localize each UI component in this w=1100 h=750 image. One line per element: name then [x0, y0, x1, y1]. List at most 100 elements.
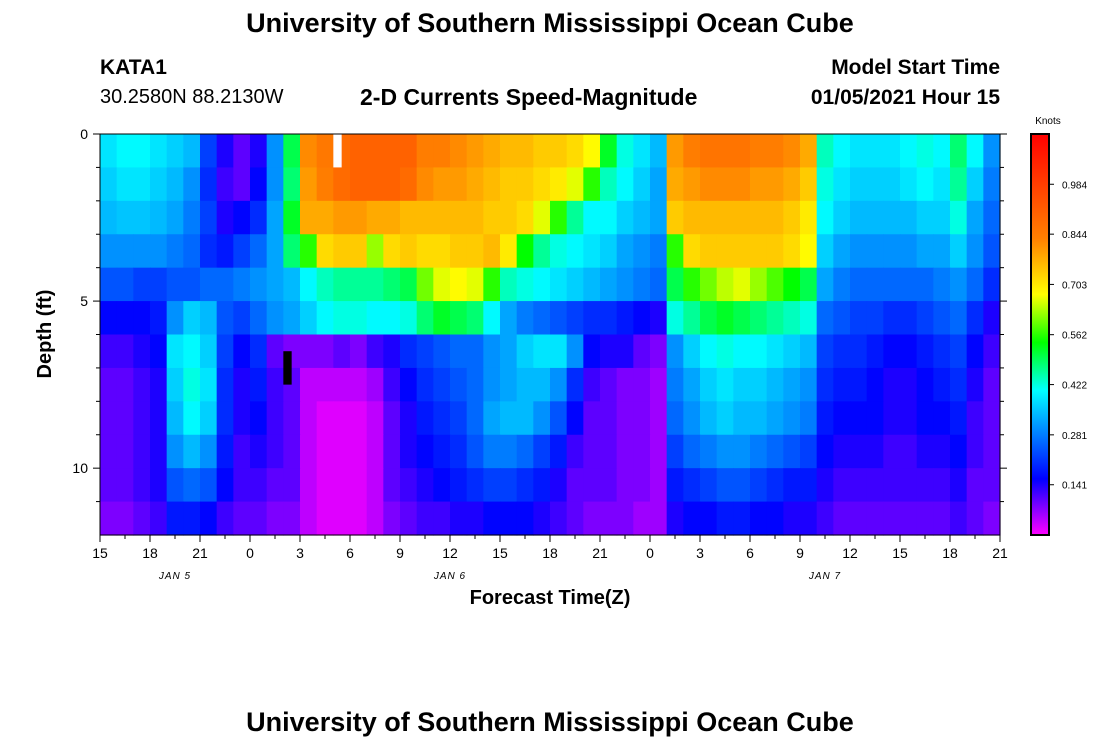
heatmap-cell — [633, 434, 651, 469]
heatmap-cell — [333, 267, 351, 302]
heatmap-cell — [533, 367, 551, 402]
heatmap-cell — [616, 167, 634, 202]
heatmap-cell — [150, 468, 168, 503]
heatmap-cell — [466, 301, 484, 336]
colorbar-tick-label: 0.984 — [1062, 180, 1087, 191]
heatmap-cell — [233, 501, 251, 536]
station-coordinates: 30.2580N 88.2130W — [100, 86, 284, 108]
heatmap-cell — [683, 267, 701, 302]
heatmap-cell — [950, 301, 968, 336]
heatmap-cell — [883, 134, 901, 169]
heatmap-cell — [200, 367, 218, 402]
heatmap-cell — [266, 167, 284, 202]
heatmap-cell — [216, 501, 234, 536]
heatmap-cell — [183, 401, 201, 436]
heatmap-cell — [783, 334, 801, 369]
heatmap-cell — [900, 267, 918, 302]
heatmap-cell — [350, 468, 368, 503]
heatmap-cell — [966, 301, 984, 336]
heatmap-cell — [583, 234, 601, 269]
heatmap-cell — [583, 301, 601, 336]
heatmap-cell — [533, 200, 551, 235]
heatmap-cell — [900, 334, 918, 369]
heatmap-cell — [250, 434, 268, 469]
heatmap-cell — [583, 334, 601, 369]
heatmap-cell — [866, 234, 884, 269]
heatmap-cell — [900, 501, 918, 536]
heatmap-cell — [433, 234, 451, 269]
heatmap-cell — [300, 468, 318, 503]
heatmap-cell — [350, 367, 368, 402]
heatmap-cell — [633, 134, 651, 169]
heatmap-cell — [833, 234, 851, 269]
heatmap-cell — [550, 367, 568, 402]
heatmap-cell — [200, 501, 218, 536]
heatmap-cell — [266, 434, 284, 469]
heatmap-cell — [816, 501, 834, 536]
heatmap-cell — [500, 367, 518, 402]
heatmap-cell — [100, 167, 118, 202]
heatmap-cell — [233, 367, 251, 402]
heatmap-cell — [950, 200, 968, 235]
heatmap-cell — [950, 367, 968, 402]
heatmap-cell — [150, 501, 168, 536]
heatmap-cell — [583, 501, 601, 536]
heatmap-cell — [466, 267, 484, 302]
heatmap-cell — [350, 200, 368, 235]
heatmap-cell — [483, 267, 501, 302]
heatmap-cell — [450, 267, 468, 302]
heatmap-cell — [733, 367, 751, 402]
heatmap-cell — [533, 334, 551, 369]
heatmap-cell — [983, 367, 1001, 402]
heatmap-cell — [166, 434, 184, 469]
heatmap-cell — [933, 200, 951, 235]
heatmap-cell — [716, 468, 734, 503]
heatmap-cell — [850, 334, 868, 369]
heatmap-cell — [933, 468, 951, 503]
heatmap-cell — [533, 167, 551, 202]
heatmap-cell — [833, 334, 851, 369]
heatmap-cell — [866, 434, 884, 469]
heatmap-cell — [216, 367, 234, 402]
heatmap-cell — [616, 434, 634, 469]
heatmap-cell — [916, 468, 934, 503]
heatmap-cell — [350, 167, 368, 202]
heatmap-cell — [616, 501, 634, 536]
colorbar-tick-label: 0.422 — [1062, 381, 1087, 392]
heatmap-cell — [633, 401, 651, 436]
heatmap-cell — [366, 401, 384, 436]
heatmap-cell — [500, 301, 518, 336]
heatmap-cell — [750, 434, 768, 469]
heatmap-cell — [466, 167, 484, 202]
heatmap-cell — [833, 134, 851, 169]
heatmap-cell — [883, 401, 901, 436]
heatmap-cell — [250, 234, 268, 269]
heatmap-cell — [400, 200, 418, 235]
heatmap-cell — [333, 501, 351, 536]
heatmap-cell — [100, 234, 118, 269]
heatmap-cell — [800, 401, 818, 436]
heatmap-cell — [650, 501, 668, 536]
heatmap-cell — [300, 501, 318, 536]
heatmap-cell — [800, 501, 818, 536]
heatmap-cell — [433, 434, 451, 469]
heatmap-cell — [800, 134, 818, 169]
heatmap-cell — [183, 267, 201, 302]
heatmap-cell — [116, 367, 134, 402]
heatmap-cell — [500, 401, 518, 436]
heatmap-cell — [150, 267, 168, 302]
heatmap-cell — [966, 134, 984, 169]
heatmap-cell — [633, 167, 651, 202]
heatmap-cell — [750, 401, 768, 436]
heatmap-cell — [516, 234, 534, 269]
heatmap-cell — [883, 167, 901, 202]
heatmap-cell — [700, 267, 718, 302]
heatmap-cell — [783, 234, 801, 269]
heatmap-cell — [600, 367, 618, 402]
heatmap-cell — [733, 501, 751, 536]
heatmap-cell — [516, 167, 534, 202]
heatmap-cell — [266, 200, 284, 235]
heatmap-cell — [400, 468, 418, 503]
heatmap-cell — [983, 434, 1001, 469]
heatmap-cell — [366, 334, 384, 369]
